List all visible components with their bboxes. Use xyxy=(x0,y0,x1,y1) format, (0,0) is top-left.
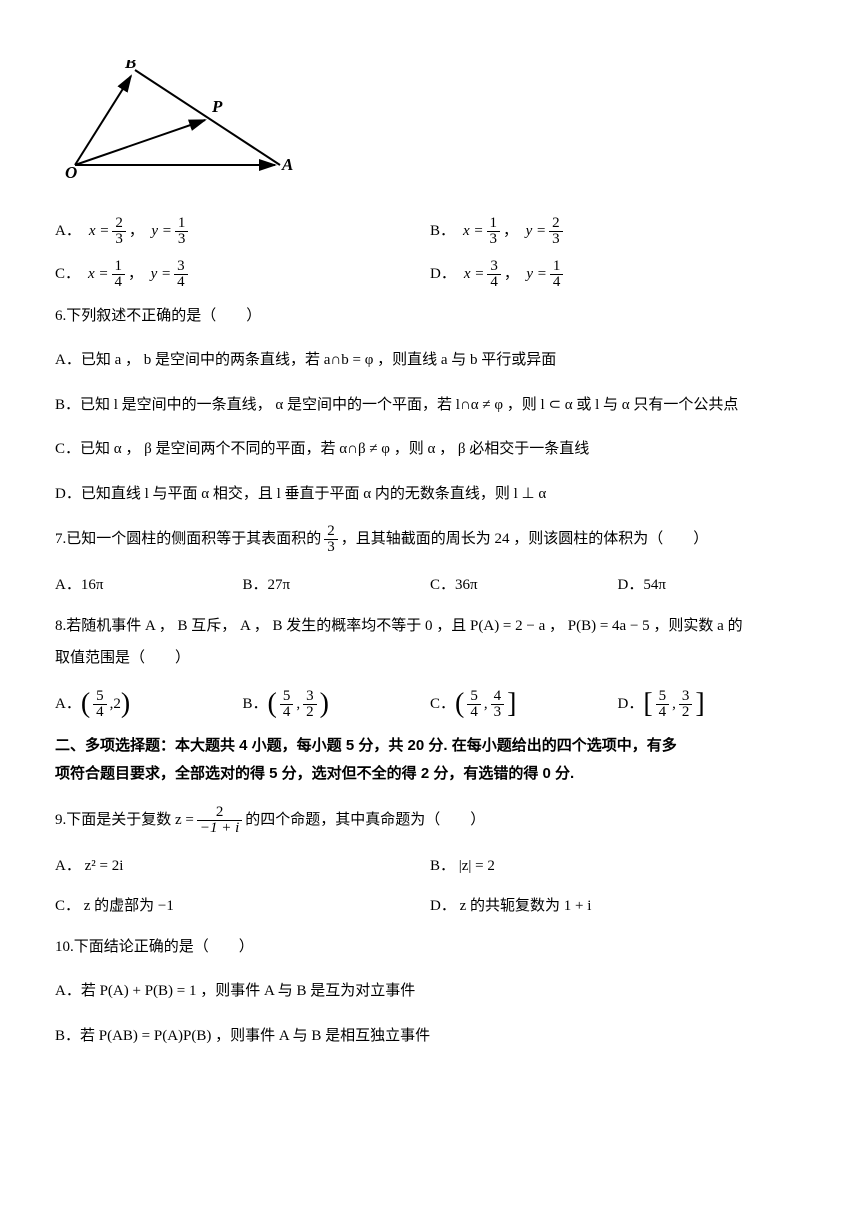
q8-stem-line1: 8.若随机事件 A ， B 互斥， A ， B 发生的概率均不等于 0 ，且 P… xyxy=(55,612,805,641)
q8-option-B: B． (54, 32) xyxy=(243,689,431,720)
q10-option-B: B．若 P(AB) = P(A)P(B) ，则事件 A 与 B 是相互独立事件 xyxy=(55,1022,805,1051)
q9-options-row1: A． z² = 2i B． |z| = 2 xyxy=(55,852,805,881)
q10-stem: 10.下面结论正确的是（ ） xyxy=(55,933,805,962)
label-D: D． xyxy=(430,260,456,289)
q9-stem: 9.下面是关于复数 z = 2−1 + i 的四个命题，其中真命题为（ ） xyxy=(55,805,805,836)
section2-heading: 二、多项选择题：本大题共 4 小题，每小题 5 分，共 20 分. 在每小题给出… xyxy=(55,732,805,789)
label-A: A． xyxy=(55,217,81,246)
q9-option-D: D． z 的共轭复数为 1 + i xyxy=(430,892,805,921)
q5-option-B: B． x = 13 ， y = 23 xyxy=(430,216,805,247)
q9-stem-prefix: 9.下面是关于复数 z = xyxy=(55,806,194,835)
q7-option-B: B．27π xyxy=(243,571,431,600)
q9-stem-suffix: 的四个命题，其中真命题为（ ） xyxy=(245,806,485,835)
q8-option-C: C． (54, 43] xyxy=(430,689,618,720)
q6-stem: 6.下列叙述不正确的是（ ） xyxy=(55,302,805,331)
label-B: B xyxy=(124,60,136,72)
q7-stem-suffix: ，且其轴截面的周长为 24 ，则该圆柱的体积为（ ） xyxy=(341,525,709,554)
q9-option-C: C． z 的虚部为 −1 xyxy=(55,892,430,921)
q9-options-row2: C． z 的虚部为 −1 D． z 的共轭复数为 1 + i xyxy=(55,892,805,921)
q8-stem-line2: 取值范围是（ ） xyxy=(55,644,805,673)
q8-options: A． (54, 2) B． (54, 32) C． (54, 43] D． [5… xyxy=(55,689,805,720)
triangle-svg: O A B P xyxy=(55,60,305,185)
q5-options-row1: A． x = 23 ， y = 13 B． x = 13 ， y = 23 xyxy=(55,216,805,247)
label-P: P xyxy=(211,97,223,116)
q7-option-C: C．36π xyxy=(430,571,618,600)
q5-option-C: C． x = 14 ， y = 34 xyxy=(55,259,430,290)
section2-line1: 二、多项选择题：本大题共 4 小题，每小题 5 分，共 20 分. 在每小题给出… xyxy=(55,732,805,761)
triangle-diagram: O A B P xyxy=(55,60,805,196)
q8-option-A: A． (54, 2) xyxy=(55,689,243,720)
q9-option-B: B． |z| = 2 xyxy=(430,852,805,881)
label-C: C． xyxy=(55,260,80,289)
x-var: x = xyxy=(89,217,110,246)
label-A: A xyxy=(281,155,293,174)
q5-option-D: D． x = 34 ， y = 14 xyxy=(430,259,805,290)
q7-stem-prefix: 7.已知一个圆柱的侧面积等于其表面积的 xyxy=(55,525,321,554)
q5-option-A: A． x = 23 ， y = 13 xyxy=(55,216,430,247)
q6-option-A: A．已知 a ， b 是空间中的两条直线，若 a∩b = φ ，则直线 a 与 … xyxy=(55,346,805,375)
q10-option-A: A．若 P(A) + P(B) = 1 ，则事件 A 与 B 是互为对立事件 xyxy=(55,977,805,1006)
section2-line2: 项符合题目要求，全部选对的得 5 分，选对但不全的得 2 分，有选错的得 0 分… xyxy=(55,760,805,789)
q6-option-B: B．已知 l 是空间中的一条直线， α 是空间中的一个平面，若 l∩α ≠ φ … xyxy=(55,391,805,420)
y-var: y = xyxy=(151,217,172,246)
q6-option-C: C．已知 α ， β 是空间两个不同的平面，若 α∩β ≠ φ ，则 α ， β… xyxy=(55,435,805,464)
q7-options: A．16π B．27π C．36π D．54π xyxy=(55,571,805,600)
q7-stem: 7.已知一个圆柱的侧面积等于其表面积的 23 ，且其轴截面的周长为 24 ，则该… xyxy=(55,524,805,555)
q6-option-D: D．已知直线 l 与平面 α 相交，且 l 垂直于平面 α 内的无数条直线，则 … xyxy=(55,480,805,509)
q9-option-A: A． z² = 2i xyxy=(55,852,430,881)
label-O: O xyxy=(65,163,77,182)
q5-options-row2: C． x = 14 ， y = 34 D． x = 34 ， y = 14 xyxy=(55,259,805,290)
label-B: B． xyxy=(430,217,455,246)
q7-option-A: A．16π xyxy=(55,571,243,600)
comma: ， xyxy=(129,217,144,246)
q7-option-D: D．54π xyxy=(618,571,806,600)
q8-option-D: D． [54, 32] xyxy=(618,689,806,720)
